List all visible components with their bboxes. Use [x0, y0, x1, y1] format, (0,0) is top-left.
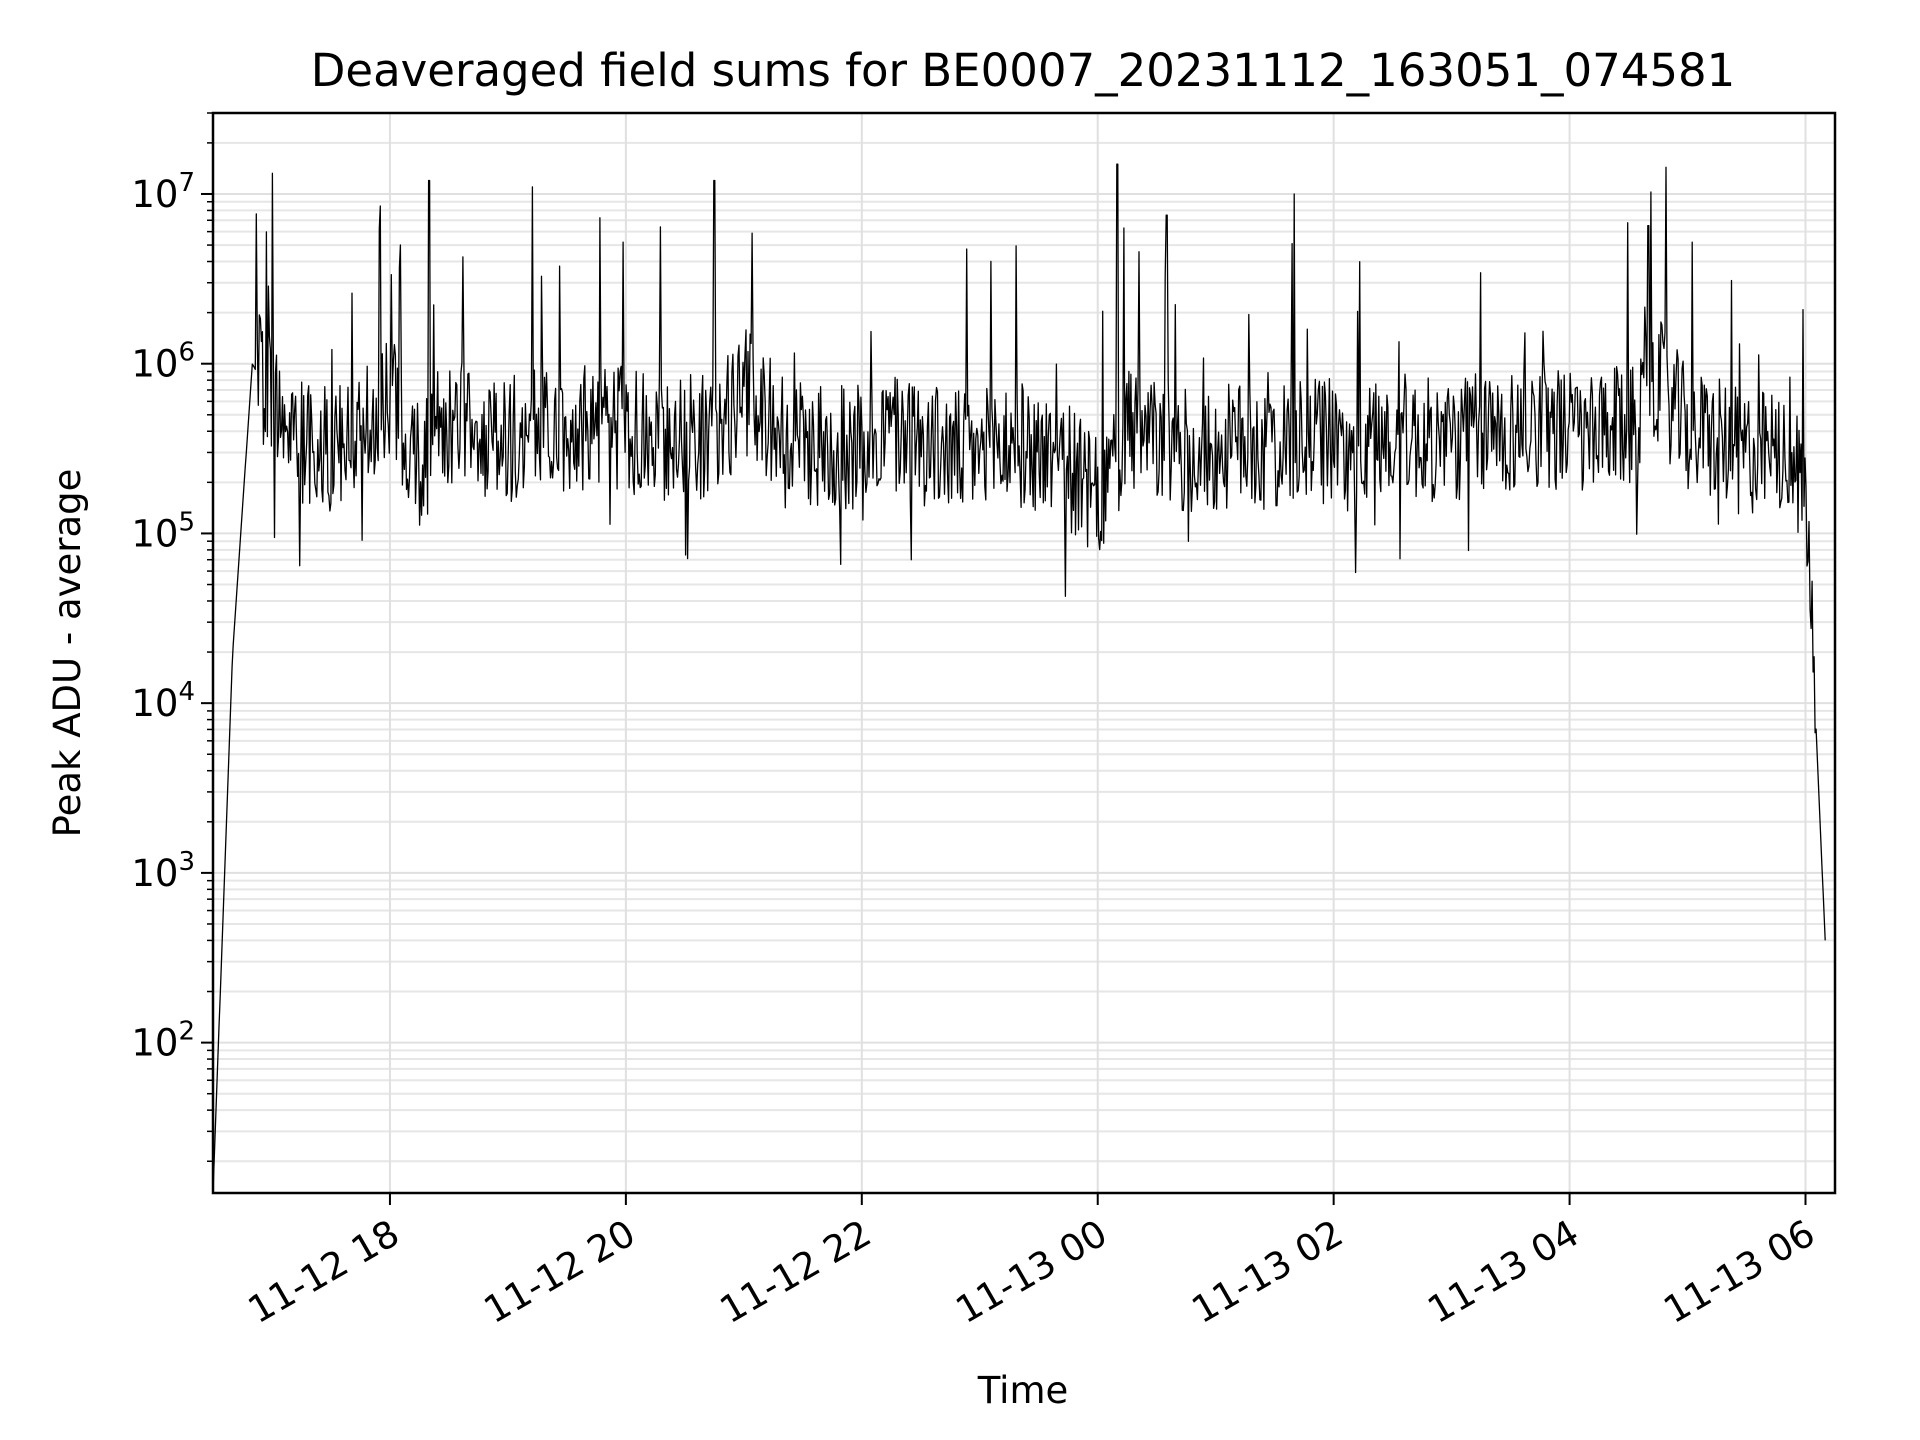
x-axis-label: Time: [977, 1369, 1069, 1412]
x-tick-label: 11-12 18: [241, 1212, 407, 1332]
x-tick-label: 11-12 22: [713, 1212, 879, 1332]
x-tick-label: 11-13 00: [949, 1212, 1115, 1332]
series-layer: [212, 163, 1826, 1194]
x-tick-label: 11-13 02: [1185, 1212, 1351, 1332]
grid-layer: [213, 112, 1835, 1193]
y-tick-label: 105: [131, 507, 195, 555]
x-tick-label: 11-12 20: [477, 1212, 643, 1332]
y-axis-label: Peak ADU - average: [46, 469, 89, 838]
y-tick-label: 102: [131, 1017, 195, 1065]
plot-frame: [211, 111, 1837, 1195]
chart-title: Deaveraged field sums for BE0007_2023111…: [311, 44, 1736, 97]
series-line: [212, 163, 1826, 1194]
ticks-layer: 11-12 18 11-12 20 11-12 22 11-13 00 11-13 02…: [131, 112, 1822, 1332]
x-tick-label: 11-13 06: [1656, 1212, 1822, 1332]
y-tick-label: 104: [131, 677, 195, 725]
y-tick-label: 103: [131, 847, 195, 895]
x-tick-label: 11-13 04: [1421, 1212, 1587, 1332]
y-tick-label: 107: [131, 168, 195, 216]
y-tick-label: 106: [131, 338, 195, 386]
